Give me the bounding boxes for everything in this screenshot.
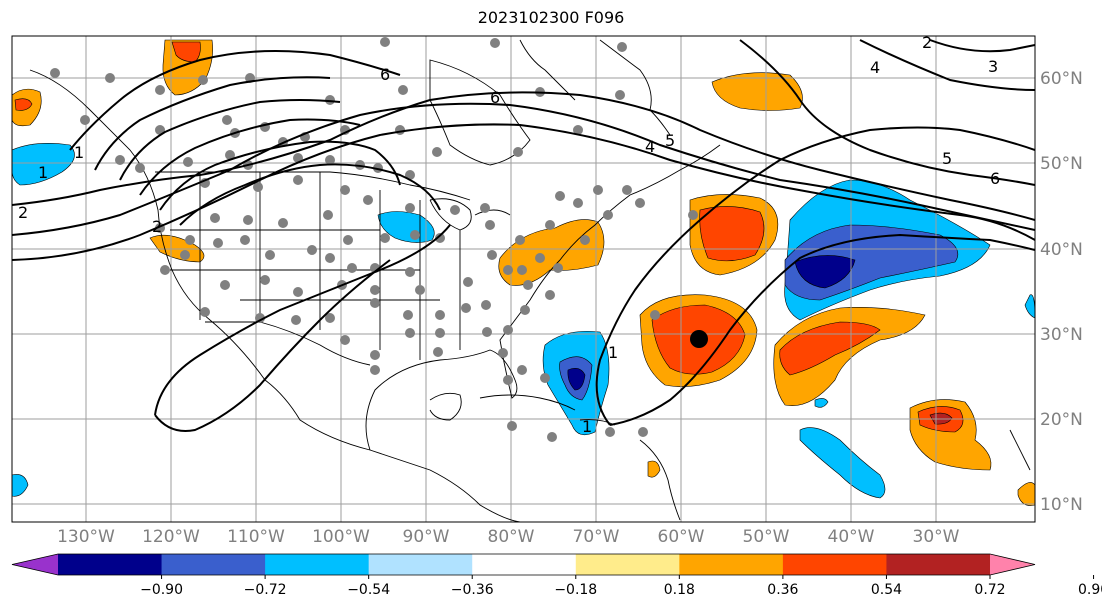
contour-label: 2 [18,203,28,222]
lat-label: 20°N [1040,410,1083,430]
lat-label: 60°N [1040,69,1083,89]
colorbar-segment [886,554,991,575]
colorbar-segment [472,554,577,575]
latitude-labels: 60°N 50°N 40°N 30°N 20°N 10°N [1040,69,1083,515]
contour-label: 4 [870,58,880,77]
colorbar-outline [11,553,1036,576]
contour-label: 6 [990,169,1000,188]
contour-label: 1 [74,143,84,162]
colorbar-tick-label: 0.54 [871,582,902,598]
colorbar-segment [58,554,163,575]
lon-label: 120°W [142,527,200,547]
lon-label: 110°W [227,527,285,547]
contour-label: 1 [38,163,48,182]
colorbar-tick-label: −0.54 [347,582,390,598]
contour-label: 1 [608,343,618,362]
colorbar-segment [679,554,784,575]
colorbar-segment [161,554,266,575]
longitude-labels: 130°W 120°W 110°W 100°W 90°W 80°W 70°W 6… [57,527,960,547]
contour-labels: 6 6 5 4 5 6 3 2 4 1 1 2 2 1 1 [18,33,1000,436]
colorbar-segment [575,554,680,575]
colorbar-extend-low [12,554,58,575]
anomaly-shading [12,39,1035,506]
colorbar-tick-label: −0.90 [140,582,183,598]
map-title: 2023102300 F096 [477,8,625,27]
lon-label: 30°W [913,527,960,547]
colorbar-segment [782,554,887,575]
contour-label: 1 [582,417,592,436]
lon-label: 100°W [312,527,370,547]
contour-label: 4 [645,137,655,156]
lon-label: 90°W [403,527,450,547]
map-frame [11,35,1036,523]
contour-label: 3 [988,57,998,76]
lat-label: 10°N [1040,495,1083,515]
height-contours [12,39,1035,432]
coastlines [29,39,1031,522]
colorbar-tick-label: −0.36 [451,582,494,598]
colorbar-segment [265,554,370,575]
contour-label: 5 [665,131,675,150]
lon-label: 50°W [743,527,790,547]
colorbar-tick-label: −0.72 [244,582,287,598]
colorbar: −0.90 −0.72 −0.54 −0.36 −0.18 0.18 0.36 0.54 0.7… [11,553,1102,598]
lon-label: 80°W [488,527,535,547]
colorbar-tick-label: 0.72 [974,582,1005,598]
lon-label: 70°W [573,527,620,547]
contour-label: 2 [152,217,162,236]
lon-label: 130°W [57,527,115,547]
lon-label: 40°W [828,527,875,547]
graticule [12,36,1035,522]
colorbar-tick-label: 0.36 [767,582,798,598]
contour-label: 2 [922,33,932,52]
colorbar-tick-label: 0.90 [1078,582,1102,598]
lat-label: 40°N [1040,240,1083,260]
storm-center-marker [690,330,708,348]
contour-label: 6 [490,88,500,107]
colorbar-tick-label: 0.18 [664,582,695,598]
colorbar-extend-high [990,554,1035,575]
contour-label: 5 [942,149,952,168]
colorbar-segment [368,554,473,575]
lon-label: 60°W [658,527,705,547]
lat-label: 30°N [1040,325,1083,345]
contour-label: 6 [380,65,390,84]
colorbar-tick-label: −0.18 [554,582,597,598]
lat-label: 50°N [1040,154,1083,174]
